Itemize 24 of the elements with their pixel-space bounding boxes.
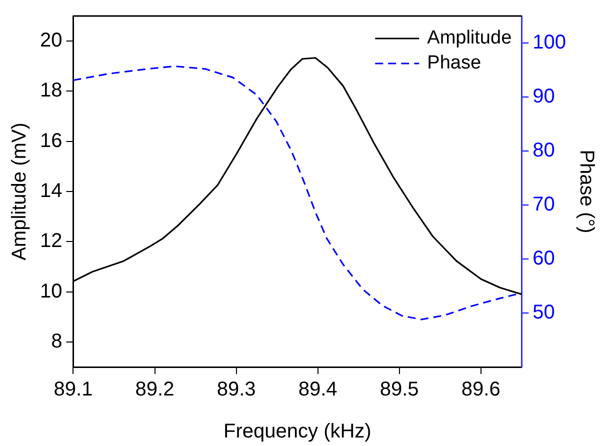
y-tick-label: 16 [40, 130, 62, 152]
y-axis-title: Amplitude (mV) [8, 122, 31, 260]
y-tick-label: 10 [40, 280, 62, 302]
x-tick-label: 89.5 [380, 378, 419, 401]
y-tick-label: 8 [51, 330, 62, 352]
x-tick-label: 89.2 [135, 378, 174, 401]
x-tick-label: 89.1 [54, 378, 93, 401]
x-tick-label: 89.6 [461, 378, 500, 401]
y-tick-label: 20 [40, 30, 62, 52]
y2-tick-label: 70 [532, 194, 555, 216]
legend-label: Phase [427, 52, 482, 74]
y2-tick-label: 90 [532, 86, 555, 108]
y2-tick-label: 80 [532, 140, 555, 162]
y-tick-label: 14 [40, 180, 62, 202]
x-tick-label: 89.4 [298, 378, 338, 401]
y-tick-label: 18 [40, 80, 62, 102]
y2-axis-title: Phase (°) [575, 150, 598, 234]
x-axis-title: Frequency (kHz) [224, 420, 372, 443]
y2-tick-label: 100 [532, 32, 566, 54]
legend-label: Amplitude [427, 28, 512, 49]
y2-tick-label: 60 [532, 248, 555, 270]
y2-tick-label: 50 [532, 302, 555, 324]
y-tick-label: 12 [40, 230, 62, 252]
x-tick-label: 89.3 [216, 378, 256, 401]
